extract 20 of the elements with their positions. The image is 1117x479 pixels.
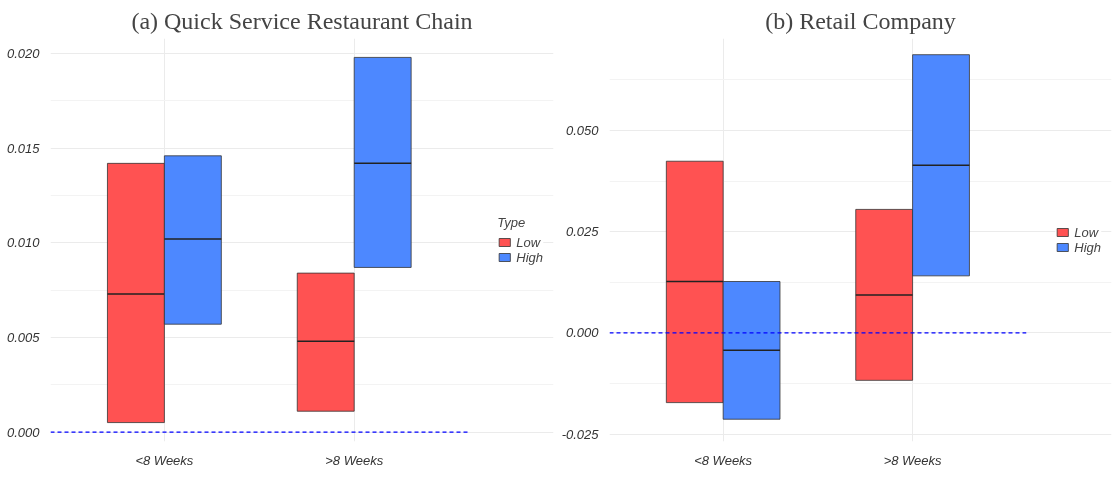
legend-label: Low xyxy=(1074,224,1099,240)
y-tick-label: 0.025 xyxy=(565,224,600,240)
y-tick-label: 0.005 xyxy=(6,329,41,345)
y-tick-label: -0.025 xyxy=(561,426,600,442)
y-tick-label: 0.010 xyxy=(6,235,41,251)
x-tick-label: <8 Weeks xyxy=(135,452,194,468)
x-tick-label: <8 Weeks xyxy=(694,452,753,468)
x-tick-label: >8 Weeks xyxy=(325,452,384,468)
legend-label: Low xyxy=(516,234,541,250)
y-tick-label: 0.000 xyxy=(565,325,600,341)
chart-title: (b) Retail Company xyxy=(765,7,956,34)
legend-label: High xyxy=(1074,239,1101,255)
y-tick-label: 0.000 xyxy=(6,424,41,440)
y-tick-label: 0.015 xyxy=(6,140,41,156)
y-tick-label: 0.020 xyxy=(6,46,41,62)
chart-title: (a) Quick Service Restaurant Chain xyxy=(131,7,473,34)
y-tick-label: 0.050 xyxy=(565,122,600,138)
legend-title: Type xyxy=(497,214,527,230)
legend-label: High xyxy=(516,249,543,265)
x-tick-label: >8 Weeks xyxy=(883,452,943,468)
